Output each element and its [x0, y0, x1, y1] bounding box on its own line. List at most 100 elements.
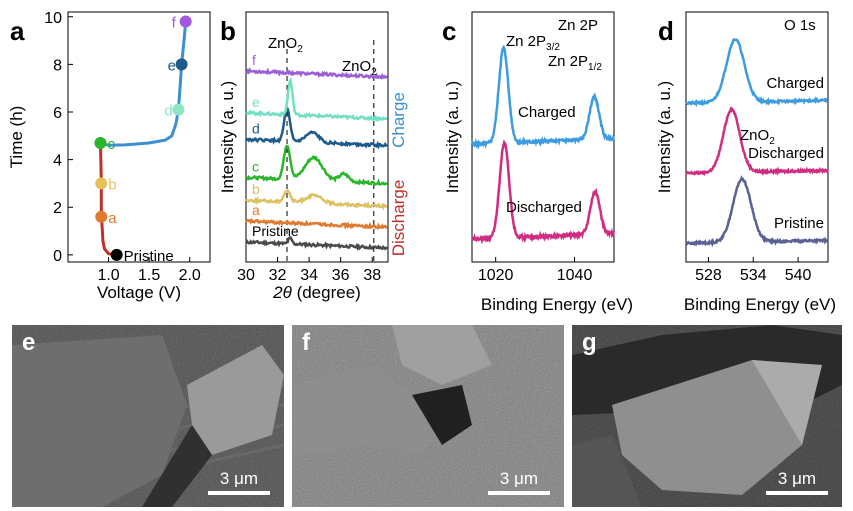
panel-a-plot: Pristine ab c d e f	[94, 15, 192, 265]
x-tick-label: 2.0	[179, 267, 201, 284]
xrd-curve-c	[245, 144, 388, 186]
xps-o-series-label: Pristine	[774, 215, 824, 232]
xrd-curve-e	[245, 76, 388, 123]
xrd-series-label: Pristine	[252, 223, 299, 239]
state-point-label: Pristine	[124, 248, 174, 265]
panel-b-discharge-label: Discharge	[389, 180, 408, 257]
x-tick-label: 32	[269, 267, 287, 284]
x-tick-label: 34	[300, 267, 318, 284]
panel-b-ref-label-right: ZnO2	[342, 58, 377, 78]
panel-a-letter: a	[10, 16, 25, 46]
state-point-label: c	[107, 136, 115, 153]
y-tick-label: 0	[53, 248, 62, 265]
xrd-series-label: a	[252, 202, 260, 218]
state-point-a	[95, 210, 108, 223]
xps-o-curve-charged	[685, 37, 829, 108]
x-tick-label: 1.0	[97, 267, 119, 284]
panel-c-ticks: 1020 1040	[478, 257, 593, 284]
panel-c-letter: c	[442, 16, 456, 46]
sem-f-letter: f	[302, 329, 310, 356]
sem-e-scale-bar: 3 μm	[208, 469, 270, 495]
panel-b-y-axis-label: Intensity (a. u.)	[218, 81, 237, 193]
x-tick-label: 1040	[557, 267, 593, 284]
panel-b-charge-label: Charge	[389, 92, 408, 148]
xrd-series-label: c	[252, 158, 259, 174]
panel-b-x-axis-label: 2θ (degree)	[272, 283, 361, 302]
xrd-series-label: b	[252, 181, 260, 197]
state-point-d	[172, 103, 185, 116]
state-point-label: e	[168, 57, 176, 74]
state-point-pristine	[110, 248, 123, 261]
sem-g-scale-bar: 3 μm	[766, 469, 828, 495]
sem-f-scale-bar: 3 μm	[488, 469, 550, 495]
xps-o-series-label: Discharged	[748, 145, 824, 162]
panel-b-letter: b	[220, 16, 236, 46]
sem-image-g: g 3 μm	[572, 325, 842, 507]
panel-c-chart: c 1020 1040 Charged Discharged Zn 2P Zn 2P…	[442, 11, 633, 314]
x-tick-label: 1.5	[138, 267, 160, 284]
state-point-b	[95, 177, 108, 190]
panel-c-x-axis-label: Binding Energy (eV)	[481, 295, 633, 314]
xrd-series-label: f	[252, 52, 256, 68]
state-point-e	[175, 58, 188, 71]
panel-c-peak1-label: Zn 2P3/2	[506, 33, 560, 53]
state-point-label: a	[108, 210, 117, 227]
y-tick-label: 2	[53, 200, 62, 217]
xps-zn-curve-charged	[470, 44, 615, 151]
panel-d-letter: d	[658, 16, 674, 46]
panel-b-plot: Pristine abc de f	[245, 40, 389, 262]
y-tick-label: 8	[53, 57, 62, 74]
x-tick-label: 534	[740, 267, 767, 284]
charge-curve	[100, 21, 188, 147]
panel-c-title: Zn 2P	[558, 17, 598, 34]
y-tick-label: 4	[53, 153, 62, 170]
panel-d-y-axis-label: Intensity (a. u.)	[655, 81, 674, 193]
sem-image-e: e 3 μm	[12, 325, 284, 507]
xps-o-series-label: Charged	[766, 75, 824, 92]
x-tick-label: 1020	[478, 267, 514, 284]
sem-image-g-texture	[572, 325, 842, 507]
x-tick-label: 528	[695, 267, 722, 284]
y-tick-label: 6	[53, 105, 62, 122]
xps-o-curve-discharged	[685, 106, 829, 177]
panel-d-x-axis-label: Binding Energy (eV)	[684, 295, 836, 314]
xrd-curve-d	[245, 105, 388, 150]
xps-series-label: Discharged	[506, 199, 582, 216]
panel-c-plot: Charged Discharged	[470, 44, 615, 245]
state-point-c	[94, 136, 107, 149]
xrd-series-label: e	[252, 94, 260, 110]
panel-a-ticks: 1.0 1.5 2.0 0 2 4 6 8 10	[44, 10, 201, 284]
panel-d-plot: Charged Discharged Pristine	[685, 37, 829, 248]
sem-image-e-texture	[12, 325, 284, 507]
state-point-label: b	[108, 176, 116, 193]
x-tick-label: 38	[363, 267, 381, 284]
panel-a-y-axis-label: Time (h)	[7, 106, 26, 169]
panel-c-peak2-label: Zn 2P1/2	[548, 53, 602, 73]
x-tick-label: 30	[237, 267, 255, 284]
panel-d-chart: d 528 534 540 Charged Discharged Pristine O …	[655, 11, 836, 314]
panel-d-ticks: 528 534 540	[695, 257, 812, 284]
xrd-curve-b	[245, 189, 388, 211]
x-tick-label: 540	[785, 267, 812, 284]
xps-series-label: Charged	[518, 104, 576, 121]
xrd-curve-f	[245, 67, 388, 80]
panel-d-zno2-label: ZnO2	[740, 127, 775, 147]
panel-b-frame	[245, 11, 389, 263]
state-point-f	[179, 15, 192, 28]
panel-b-ticks: 30 32 34 36 38	[237, 257, 381, 284]
panel-b-ref-label-left: ZnO2	[268, 35, 303, 55]
xps-o-curve-pristine	[685, 175, 829, 248]
panel-a-x-axis-label: Voltage (V)	[97, 283, 181, 302]
sem-g-scale-label: 3 μm	[777, 469, 817, 488]
state-point-label: d	[164, 103, 172, 120]
xrd-series-label: d	[252, 120, 260, 136]
sem-g-letter: g	[582, 329, 597, 356]
panel-c-y-axis-label: Intensity (a. u.)	[443, 81, 462, 193]
xps-zn-curve-discharged	[471, 139, 615, 245]
sem-e-scale-label: 3 μm	[219, 469, 259, 488]
panel-d-frame	[685, 11, 829, 263]
x-tick-label: 36	[332, 267, 350, 284]
